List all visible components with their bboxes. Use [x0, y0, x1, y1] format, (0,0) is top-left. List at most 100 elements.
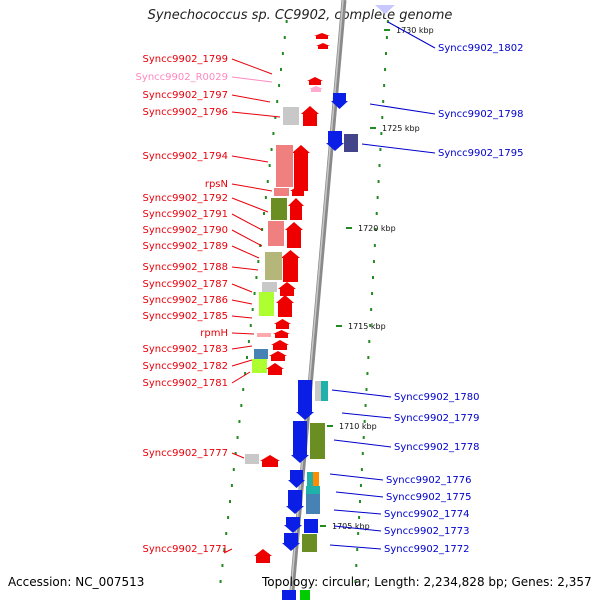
- scale-marker-label: 1710 kbp: [339, 422, 377, 431]
- gene-leader-line: [361, 143, 436, 154]
- gene-block: [245, 454, 259, 464]
- gene-block: [302, 534, 317, 552]
- scale-marker-label: 1720 kbp: [358, 224, 396, 233]
- gene-block: [274, 188, 289, 196]
- gene-arrow: [271, 340, 289, 350]
- gene-label-left: Syncc9902_1788: [143, 262, 229, 273]
- scale-marker-label: 1705 kbp: [332, 522, 370, 531]
- gene-arrow: [307, 77, 323, 85]
- gene-label-left: rpmH: [200, 328, 228, 339]
- gene-label-right: Syncc9902_1778: [394, 442, 480, 453]
- gene-label-left: Syncc9902_1782: [143, 361, 229, 372]
- gene-leader-line: [231, 345, 253, 350]
- gene-arrow: [331, 93, 348, 109]
- gene-arrow: [282, 533, 300, 551]
- gene-leader-line: [387, 21, 436, 49]
- scale-marker-label: 1715 kbp: [348, 322, 386, 331]
- gene-label-left: Syncc9902_1785: [143, 311, 229, 322]
- gene-arrow: [266, 363, 284, 375]
- gene-label-right: Syncc9902_1774: [384, 509, 470, 520]
- gene-label-left: Syncc9902_R0029: [136, 72, 228, 83]
- scale-marker-label: 1725 kbp: [382, 124, 420, 133]
- gene-arrow: [260, 455, 280, 467]
- gene-label-left: Syncc9902_1787: [143, 279, 229, 290]
- gene-arrow: [288, 470, 305, 488]
- gene-arrow: [284, 517, 302, 533]
- gene-label-left: Syncc9902_1799: [143, 54, 229, 65]
- gene-label-left: Syncc9902_1790: [143, 225, 229, 236]
- gene-arrow: [314, 33, 330, 39]
- gene-leader-line: [333, 439, 392, 448]
- gene-arrow: [292, 145, 310, 191]
- gene-block: [276, 145, 293, 187]
- gene-block: [262, 282, 277, 292]
- gene-leader-line: [231, 155, 269, 163]
- gene-block: [313, 472, 319, 486]
- gene-leader-line: [231, 266, 259, 271]
- gene-label-right: Syncc9902_1772: [384, 544, 470, 555]
- gene-leader-line: [329, 544, 382, 550]
- gene-label-right: Syncc9902_1776: [386, 475, 472, 486]
- gene-label-left: rpsN: [205, 179, 228, 190]
- gene-block: [265, 252, 282, 280]
- gene-label-right: Syncc9902_1798: [438, 109, 524, 120]
- gene-block: [321, 381, 328, 401]
- topology-text: Topology: circular; Length: 2,234,828 bp…: [262, 575, 592, 589]
- gene-arrow: [273, 330, 290, 338]
- gene-label-left: Syncc9902_1783: [143, 344, 229, 355]
- gene-label-right: Syncc9902_1795: [438, 148, 524, 159]
- gene-leader-line: [231, 213, 263, 231]
- gene-block: [310, 423, 325, 459]
- gene-block: [259, 292, 274, 316]
- gene-leader-line: [231, 76, 273, 83]
- gene-arrow: [281, 250, 300, 282]
- gene-label-left: Syncc9902_1777: [143, 448, 229, 459]
- gene-label-left: Syncc9902_1789: [143, 241, 229, 252]
- gene-label-left: Syncc9902_1781: [143, 378, 229, 389]
- gene-block: [344, 134, 358, 152]
- gene-block: [257, 333, 271, 337]
- gene-arrow: [296, 380, 314, 420]
- gene-leader-line: [341, 412, 392, 419]
- gene-block: [306, 494, 320, 514]
- gene-arrow: [316, 43, 330, 49]
- gene-leader-line: [231, 197, 269, 213]
- gene-block: [282, 590, 296, 600]
- gene-arrow: [269, 351, 287, 361]
- gene-block: [300, 590, 310, 600]
- page-title: Synechococcus sp. CC9902, complete genom…: [147, 8, 453, 23]
- gene-leader-line: [231, 245, 260, 259]
- gene-leader-line: [231, 452, 245, 459]
- gene-leader-line: [231, 283, 253, 293]
- gene-arrow: [326, 131, 344, 151]
- gene-leader-line: [231, 299, 253, 305]
- gene-arrow: [290, 186, 306, 196]
- gene-leader-line: [335, 491, 384, 498]
- gene-label-right: Syncc9902_1780: [394, 392, 480, 403]
- gene-leader-line: [231, 371, 251, 384]
- gene-leader-line: [333, 525, 382, 532]
- gene-arrow: [274, 319, 291, 329]
- gene-leader-line: [223, 548, 233, 554]
- gene-block: [254, 349, 268, 359]
- gene-label-left: Syncc9902_1771: [143, 544, 229, 555]
- gene-leader-line: [329, 473, 384, 481]
- gene-block: [271, 198, 287, 220]
- gene-label-right: Syncc9902_1775: [386, 492, 472, 503]
- gene-label-left: Syncc9902_1794: [143, 151, 229, 162]
- gene-block: [315, 381, 325, 401]
- accession-text: Accession: NC_007513: [8, 575, 145, 589]
- gene-leader-line: [231, 315, 253, 319]
- gene-block: [304, 519, 318, 533]
- gene-arrow: [285, 222, 303, 248]
- gene-label-left: Syncc9902_1796: [143, 107, 229, 118]
- gene-arrow: [276, 295, 294, 317]
- gene-leader-line: [231, 332, 255, 335]
- gene-leader-line: [231, 58, 273, 75]
- gene-block: [307, 472, 314, 486]
- gene-leader-line: [231, 229, 263, 247]
- gene-arrow: [286, 490, 304, 514]
- gene-label-left: Syncc9902_1791: [143, 209, 229, 220]
- gene-leader-line: [231, 183, 273, 192]
- gene-leader-line: [369, 103, 436, 115]
